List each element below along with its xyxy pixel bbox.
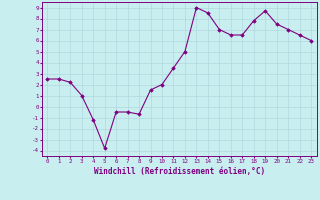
X-axis label: Windchill (Refroidissement éolien,°C): Windchill (Refroidissement éolien,°C) [94, 167, 265, 176]
